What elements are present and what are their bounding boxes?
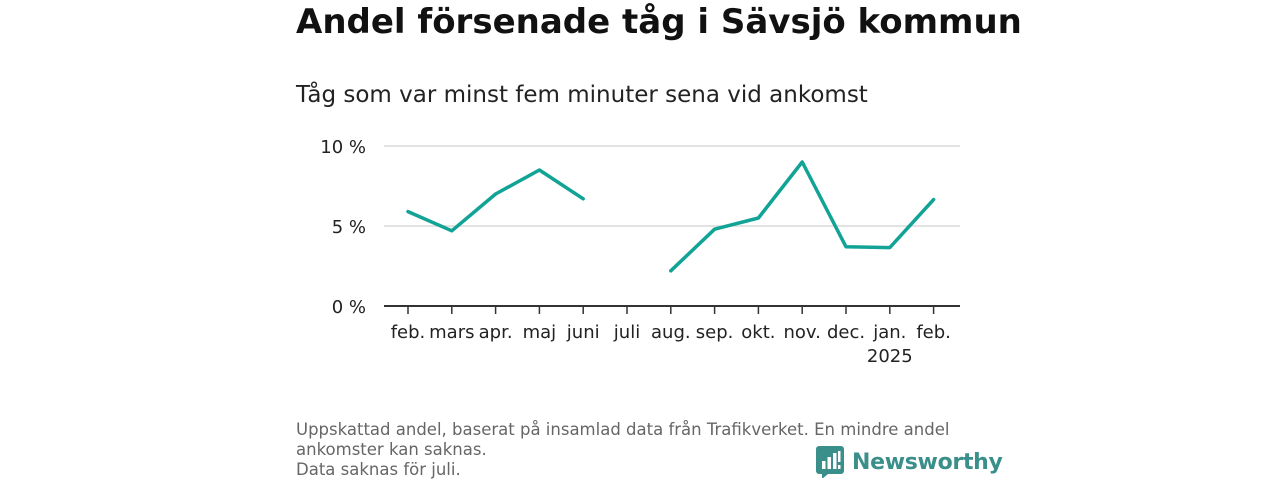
- y-tick-label: 5 %: [332, 217, 366, 238]
- x-tick-sublabel: 2025: [867, 346, 913, 367]
- chart-subtitle: Tåg som var minst fem minuter sena vid a…: [296, 82, 868, 108]
- series-line: [669, 160, 936, 273]
- footer-line-3: Data saknas för juli.: [296, 460, 461, 479]
- series-line: [406, 168, 585, 233]
- x-tick-label: nov.: [783, 322, 820, 343]
- footer-line-1: Uppskattad andel, baserat på insamlad da…: [296, 420, 950, 439]
- x-tick-label: jan.: [872, 322, 906, 343]
- y-tick-label: 0 %: [332, 297, 366, 318]
- x-tick-label: feb.: [391, 322, 426, 343]
- x-tick-label: juli: [613, 322, 640, 343]
- newsworthy-logo-icon: [816, 446, 844, 478]
- y-tick-label: 10 %: [320, 137, 366, 158]
- newsworthy-logo: Newsworthy: [816, 446, 1003, 478]
- x-tick-label: feb.: [916, 322, 951, 343]
- x-tick-label: apr.: [479, 322, 513, 343]
- x-tick-label: aug.: [651, 322, 691, 343]
- chart-title: Andel försenade tåg i Sävsjö kommun: [296, 2, 1022, 42]
- x-tick-label: sep.: [696, 322, 734, 343]
- x-tick-label: okt.: [741, 322, 775, 343]
- grid-layer: [384, 145, 960, 227]
- line-layer: [406, 160, 936, 273]
- footer-line-2: ankomster kan saknas.: [296, 440, 487, 459]
- footer-note: Uppskattad andel, baserat på insamlad da…: [296, 420, 996, 480]
- x-tick-label: maj: [523, 322, 557, 343]
- x-tick-label: dec.: [827, 322, 865, 343]
- brand-name: Newsworthy: [852, 449, 1003, 475]
- axis-layer: 0 %5 %10 %feb. mars apr. maj juni juli aug. sep…: [320, 137, 960, 367]
- x-tick-label: mars: [429, 322, 474, 343]
- x-tick-label: juni: [566, 322, 600, 343]
